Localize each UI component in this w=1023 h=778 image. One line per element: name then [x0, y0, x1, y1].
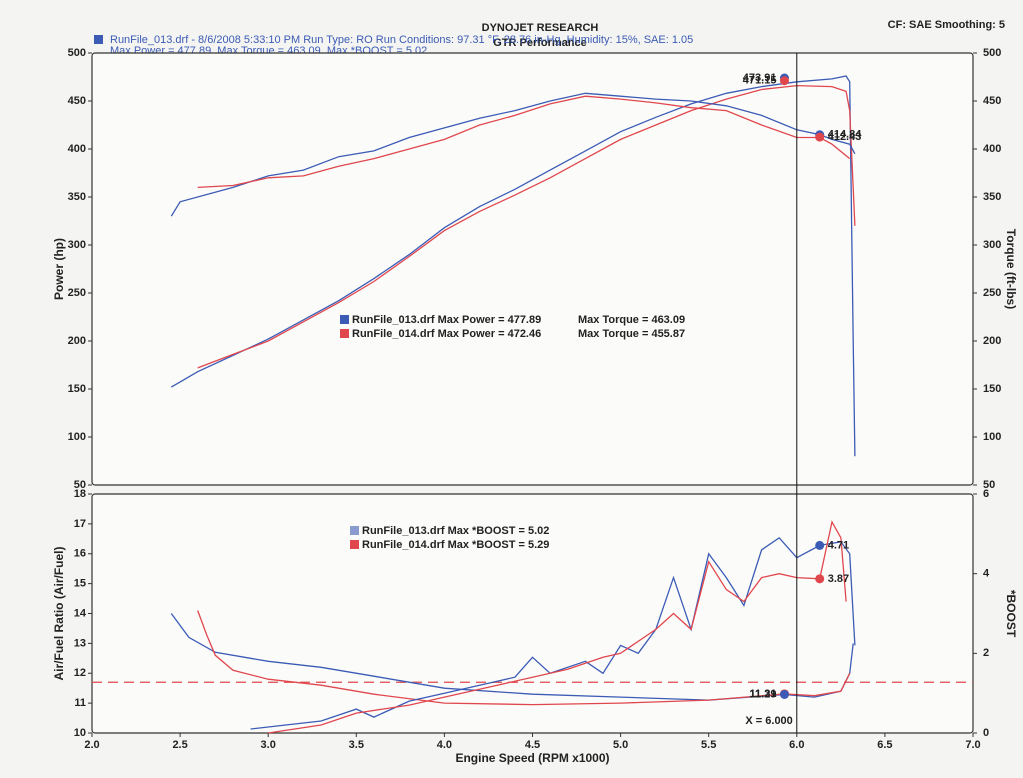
legend-swatch	[350, 526, 359, 535]
annotation-label: 3.87	[828, 573, 849, 585]
annotation-label: 473.91	[743, 72, 777, 84]
y-tick-label: 15	[74, 578, 86, 590]
x-axis-label: Engine Speed (RPM x1000)	[455, 751, 609, 765]
series-line	[197, 84, 856, 369]
y-tick-label: 50	[74, 479, 86, 491]
y2-tick-label: 6	[983, 488, 989, 500]
x-tick-label: 5.5	[701, 739, 716, 751]
y-tick-label: 13	[74, 637, 86, 649]
series-line	[170, 613, 854, 701]
x-tick-label: 4.5	[525, 739, 540, 751]
legend-text: RunFile_013.drf Max Power = 477.89	[352, 314, 541, 326]
annotation-label: 4.71	[828, 539, 849, 551]
run-swatch	[94, 35, 103, 44]
y2-tick-label: 300	[983, 239, 1001, 251]
y-tick-label: 12	[74, 667, 86, 679]
x-tick-label: 2.0	[84, 739, 99, 751]
x-tick-label: 5.0	[613, 739, 628, 751]
annotation-label: 11.29	[750, 688, 777, 700]
y-tick-label: 10	[74, 727, 86, 739]
legend-text: RunFile_014.drf Max *BOOST = 5.29	[362, 539, 549, 551]
series-line	[170, 92, 856, 217]
y-tick-label: 200	[68, 335, 86, 347]
y-tick-label: 14	[74, 607, 87, 619]
series-line	[197, 610, 851, 706]
annotation-label: 471.15	[743, 75, 777, 87]
series-line	[268, 520, 847, 734]
annotation-dot	[815, 540, 825, 550]
y2-tick-label: 450	[983, 95, 1001, 107]
legend-text: Max Torque = 463.09	[578, 314, 685, 326]
y-tick-label: 100	[68, 431, 86, 443]
shop: GTR Performance	[493, 37, 587, 49]
y-tick-label: 250	[68, 287, 86, 299]
legend-swatch	[350, 540, 359, 549]
y-tick-label: 350	[68, 191, 86, 203]
y-axis-label: Power (hp)	[52, 238, 66, 300]
x-tick-label: 7.0	[965, 739, 980, 751]
legend-swatch	[340, 315, 349, 324]
x-tick-label: 2.5	[172, 739, 187, 751]
y2-tick-label: 250	[983, 287, 1001, 299]
x-tick-label: 4.0	[437, 739, 452, 751]
y-tick-label: 450	[68, 95, 86, 107]
y2-axis-label: *BOOST	[1004, 590, 1018, 638]
y2-tick-label: 200	[983, 335, 1001, 347]
y2-tick-label: 100	[983, 431, 1001, 443]
y-tick-label: 18	[74, 488, 86, 500]
y-tick-label: 17	[74, 518, 86, 530]
x-tick-label: 6.0	[789, 739, 804, 751]
series-line	[250, 536, 856, 730]
y2-tick-label: 0	[983, 727, 989, 739]
annotation-label: 11.31	[750, 688, 777, 700]
annotation-dot	[815, 132, 825, 142]
legend-text: RunFile_013.drf Max *BOOST = 5.02	[362, 525, 549, 537]
y2-tick-label: 4	[983, 568, 990, 580]
y-axis-label: Air/Fuel Ratio (Air/Fuel)	[52, 546, 66, 680]
y-tick-label: 16	[74, 548, 86, 560]
y2-tick-label: 500	[983, 47, 1001, 59]
y-tick-label: 11	[74, 697, 86, 709]
y-tick-label: 300	[68, 239, 86, 251]
legend-text: Max Torque = 455.87	[578, 328, 685, 340]
series-line	[197, 95, 851, 189]
annotation-dot	[779, 689, 789, 699]
plot-frame	[91, 52, 974, 486]
x-tick-label: 6.5	[877, 739, 892, 751]
y2-tick-label: 50	[983, 479, 995, 491]
legend-swatch	[340, 329, 349, 338]
company: DYNOJET RESEARCH	[482, 22, 599, 34]
x-tick-label: 3.5	[349, 739, 364, 751]
y2-tick-label: 2	[983, 647, 989, 659]
y-tick-label: 150	[68, 383, 86, 395]
annotation-dot	[815, 574, 825, 584]
settings: CF: SAE Smoothing: 5	[888, 19, 1005, 31]
y2-tick-label: 350	[983, 191, 1001, 203]
annotation-label: 412.43	[828, 131, 862, 143]
x-tick-label: 3.0	[261, 739, 276, 751]
y2-tick-label: 150	[983, 383, 1001, 395]
annotation-dot	[779, 76, 789, 86]
run-info: RunFile_013.drf - 8/6/2008 5:33:10 PM Ru…	[110, 34, 693, 46]
y2-tick-label: 400	[983, 143, 1001, 155]
cursor-label: X = 6.000	[745, 715, 792, 727]
y-tick-label: 400	[68, 143, 86, 155]
y2-axis-label: Torque (ft-lbs)	[1004, 229, 1018, 309]
y-tick-label: 500	[68, 47, 86, 59]
annotation-label: 414.84	[828, 129, 863, 141]
series-line	[170, 75, 856, 457]
legend-text: RunFile_014.drf Max Power = 472.46	[352, 328, 541, 340]
